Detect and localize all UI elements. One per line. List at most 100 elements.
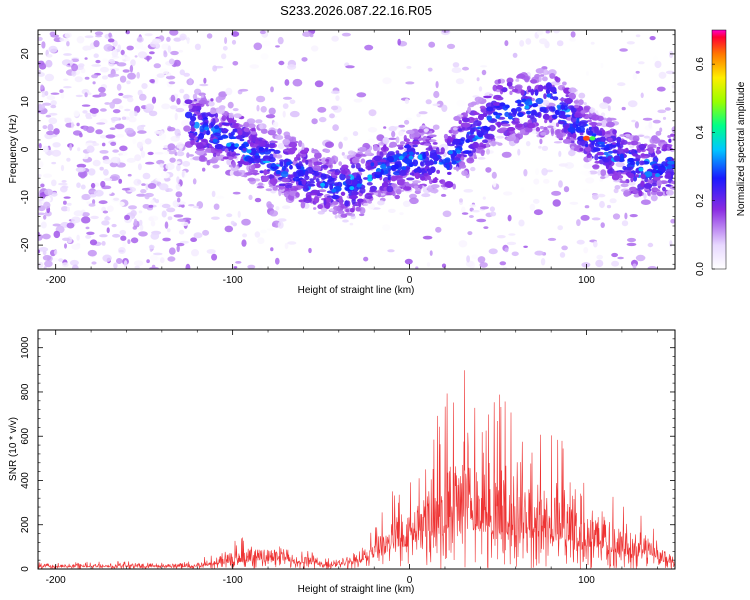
spectrogram-ridge-blob — [363, 177, 369, 180]
spectrogram-noise-blob — [662, 116, 667, 120]
spectrogram-noise-blob — [452, 62, 460, 68]
spectrogram-ridge-blob — [389, 141, 398, 148]
spectrogram-ridge-blob — [302, 153, 307, 158]
spectrogram-ridge-blob — [227, 101, 234, 109]
spectrogram-ridge-blob — [509, 130, 516, 134]
spectrogram-ridge-blob — [198, 99, 207, 105]
spectrogram-ridge-blob — [563, 124, 569, 130]
spectrogram-ridge-blob — [545, 82, 552, 90]
spectrogram-ridge-blob — [472, 141, 479, 149]
spectrogram-noise-blob — [112, 49, 118, 54]
spectrogram-noise-blob — [404, 98, 410, 104]
spectrogram-noise-blob — [398, 130, 404, 137]
spectrogram-ridge-blob — [221, 115, 227, 121]
spectrogram-noise-blob — [533, 198, 540, 204]
spectrogram-ridge-blob — [584, 146, 592, 152]
spectrogram-ridge-blob — [652, 176, 661, 181]
spectrogram-noise-blob — [472, 209, 480, 213]
spectrogram-ridge-blob — [514, 118, 520, 122]
spectrogram-ridge-blob — [662, 144, 668, 152]
spectrogram-noise-blob — [480, 206, 489, 210]
x-tick-label: -200 — [46, 275, 66, 286]
spectrogram-ridge-blob — [665, 172, 672, 179]
spectrogram-noise-blob — [191, 249, 199, 257]
spectrogram-noise-blob — [159, 163, 164, 168]
y-tick-label: -10 — [20, 190, 31, 205]
spectrogram-noise-blob — [60, 164, 65, 172]
spectrogram-noise-blob — [50, 104, 57, 109]
spectrogram-ridge-blob — [637, 148, 642, 153]
spectrogram-ridge-blob — [320, 164, 329, 169]
spectrogram-noise-blob — [275, 45, 280, 48]
spectrogram-noise-blob — [84, 57, 88, 60]
spectrogram-noise-blob — [517, 148, 521, 156]
spectrogram-ridge-blob — [570, 106, 577, 113]
spectrogram-noise-blob — [363, 256, 369, 262]
spectrogram-noise-blob — [38, 104, 46, 111]
spectrogram-noise-blob — [66, 157, 71, 162]
spectrogram-noise-blob — [491, 171, 497, 179]
spectrogram-ridge-blob — [652, 156, 659, 163]
spectrogram-ridge-blob — [250, 172, 260, 175]
spectrogram-noise-blob — [406, 117, 413, 121]
spectrogram-noise-blob — [558, 150, 562, 157]
spectrogram-noise-blob — [108, 32, 112, 38]
spectrogram-noise-blob — [114, 123, 125, 130]
spectrogram-ridge-blob — [324, 149, 331, 153]
spectrogram-noise-blob — [127, 173, 132, 177]
spectrogram-ridge-blob — [589, 122, 598, 126]
spectrogram-noise-blob — [343, 136, 348, 141]
spectrogram-noise-blob — [71, 63, 79, 72]
spectrogram-ridge-blob — [250, 128, 256, 132]
spectrogram-noise-blob — [192, 178, 197, 185]
spectrogram-noise-blob — [85, 226, 90, 230]
spectrogram-noise-blob — [308, 247, 312, 254]
spectrogram-noise-blob — [284, 79, 290, 86]
spectrogram-hot-spot — [244, 143, 250, 147]
spectrogram-noise-blob — [656, 86, 666, 92]
spectrogram-noise-blob — [341, 32, 351, 37]
spectrogram-noise-blob — [211, 190, 216, 198]
spectrogram-ridge-blob — [428, 179, 433, 185]
spectrogram-ridge-blob — [616, 148, 626, 155]
spectrogram-noise-blob — [648, 121, 653, 129]
spectrogram-noise-blob — [626, 242, 637, 247]
spectrogram-noise-blob — [520, 187, 525, 193]
spectrogram-noise-blob — [647, 266, 658, 269]
spectrogram-ridge-blob — [396, 144, 404, 148]
spectrogram-ridge-blob — [243, 127, 250, 133]
spectrogram-hot-spot — [296, 165, 302, 170]
spectrogram-ridge-blob — [190, 115, 197, 122]
spectrogram-noise-blob — [612, 213, 621, 220]
spectrogram-noise-blob — [249, 64, 260, 69]
colorbar-label: Normalized spectral amplitude — [736, 81, 747, 216]
spectrogram-ridge-blob — [429, 130, 433, 134]
spectrogram-noise-blob — [118, 178, 123, 184]
spectrogram-noise-blob — [289, 110, 300, 118]
spectrogram-ridge-blob — [514, 84, 523, 90]
spectrogram-noise-blob — [455, 78, 465, 85]
spectrogram-noise-blob — [91, 74, 99, 79]
spectrogram-ridge-blob — [638, 143, 647, 150]
spectrogram-ridge-blob — [554, 109, 560, 115]
spectrogram-noise-blob — [38, 247, 49, 252]
spectrogram-ridge-blob — [312, 165, 322, 172]
spectrogram-noise-blob — [141, 183, 146, 186]
spectrogram-noise-blob — [99, 166, 104, 171]
spectrogram-ridge-blob — [210, 147, 215, 154]
spectrogram-ridge-blob — [250, 131, 257, 135]
spectrogram-noise-blob — [456, 100, 466, 107]
spectrogram-ridge-blob — [453, 157, 461, 161]
spectrogram-ridge-blob — [535, 68, 545, 74]
spectrogram-ridge-blob — [251, 135, 256, 143]
spectrogram-noise-blob — [576, 239, 585, 245]
spectrogram-ridge-blob — [199, 155, 206, 162]
spectrogram-noise-blob — [458, 240, 468, 248]
spectrogram-noise-blob — [600, 62, 604, 69]
spectrogram-ridge-blob — [320, 173, 327, 180]
spectrogram-noise-blob — [569, 201, 579, 205]
spectrogram-ridge-blob — [266, 169, 271, 172]
spectrogram-noise-blob — [642, 117, 653, 121]
spectrogram-ridge-blob — [391, 130, 396, 138]
spectrogram-ridge-blob — [232, 108, 239, 112]
